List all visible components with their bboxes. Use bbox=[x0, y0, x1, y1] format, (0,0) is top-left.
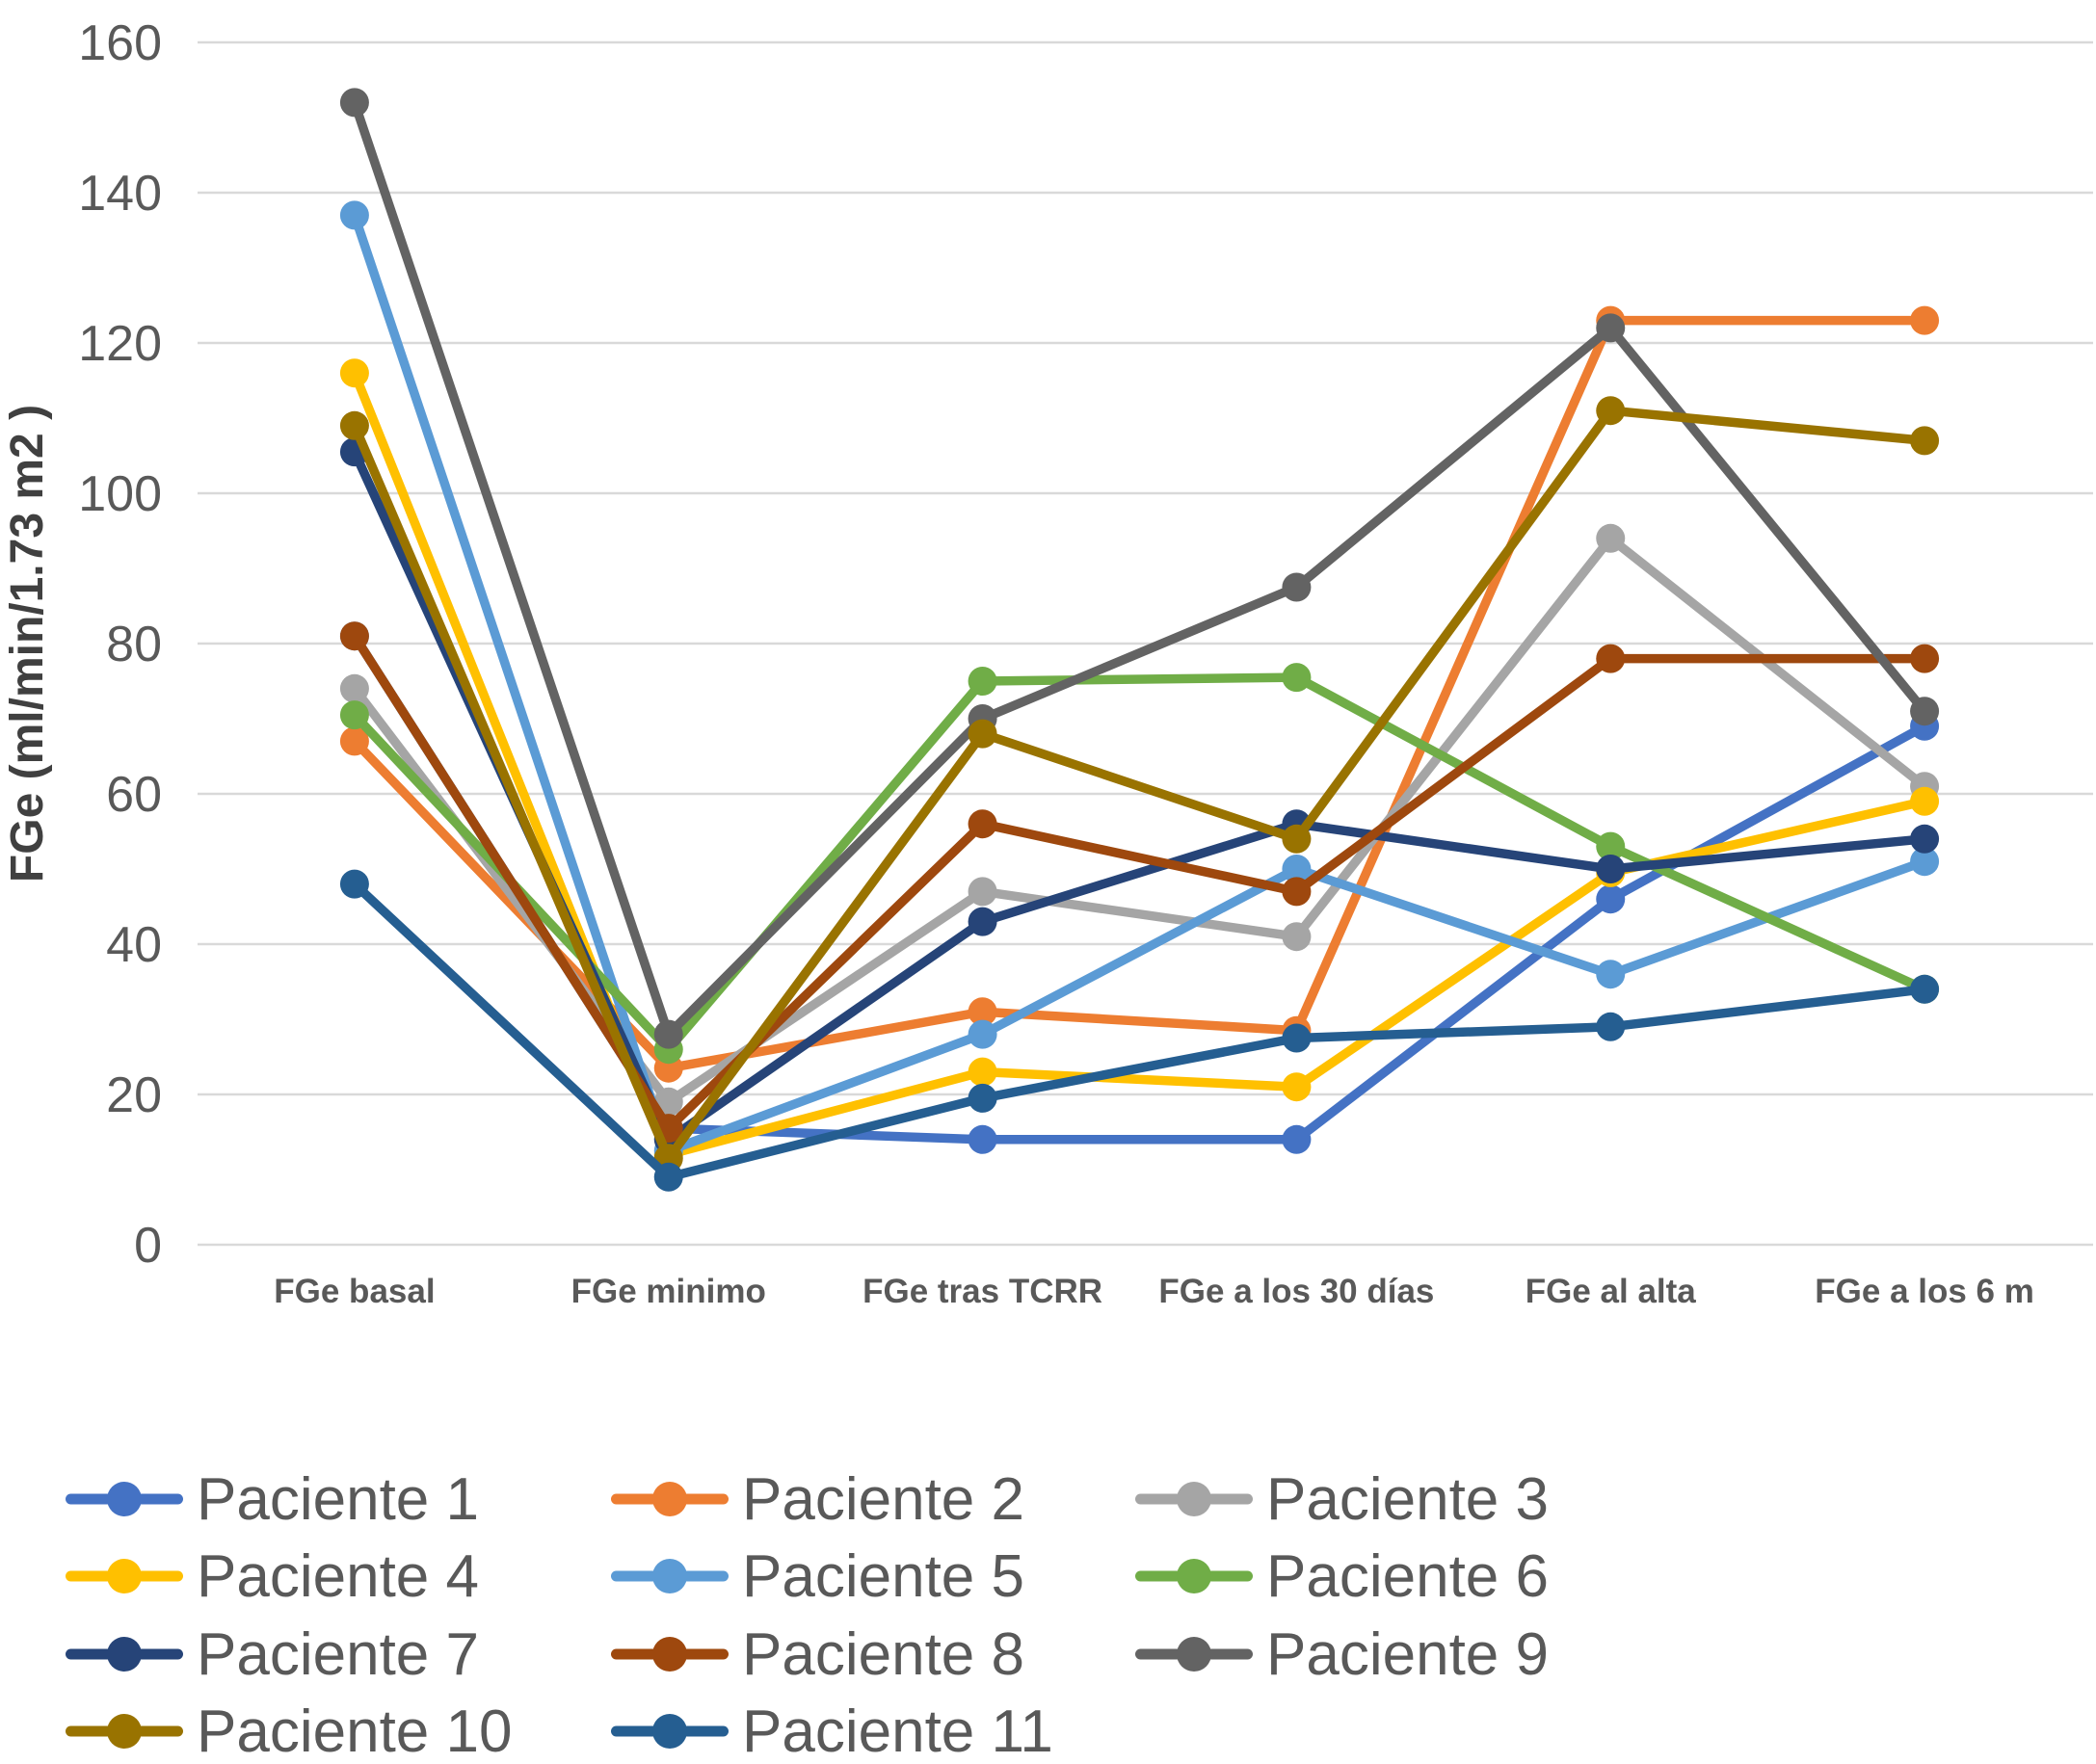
data-point-paciente-11-4 bbox=[1282, 1023, 1312, 1053]
series-line-paciente-4 bbox=[350, 368, 1929, 1160]
y-tick-label-40: 40 bbox=[106, 917, 162, 973]
series-lines bbox=[339, 88, 1940, 1192]
data-point-paciente-6-1 bbox=[339, 700, 369, 730]
data-point-paciente-7-3 bbox=[968, 907, 997, 936]
data-point-paciente-6-5 bbox=[1596, 831, 1626, 861]
data-point-paciente-7-5 bbox=[1596, 855, 1626, 883]
data-point-paciente-5-3 bbox=[968, 1019, 997, 1049]
data-point-paciente-8-3 bbox=[968, 809, 997, 839]
data-point-paciente-5-6 bbox=[1910, 847, 1940, 877]
series-line-paciente-9 bbox=[350, 97, 1929, 1040]
data-point-paciente-2-6 bbox=[1910, 305, 1940, 335]
data-point-paciente-2-3 bbox=[968, 997, 997, 1027]
data-point-paciente-8-5 bbox=[1596, 644, 1626, 673]
y-tick-label-120: 120 bbox=[78, 316, 162, 372]
series-line-paciente-11 bbox=[350, 879, 1929, 1182]
y-tick-label-140: 140 bbox=[78, 166, 162, 222]
y-tick-label-160: 160 bbox=[78, 15, 162, 71]
x-category-label-3: FGe tras TCRR bbox=[862, 1273, 1102, 1310]
data-point-paciente-11-5 bbox=[1596, 1012, 1626, 1041]
x-axis-category-labels: FGe basal FGe minimo FGe tras TCRR FGe a lo… bbox=[274, 1273, 2034, 1310]
data-point-paciente-11-2 bbox=[653, 1162, 683, 1192]
data-point-paciente-2-1 bbox=[339, 726, 369, 756]
data-point-paciente-4-4 bbox=[1282, 1072, 1312, 1102]
y-axis-tick-labels: 0 20 40 60 80 100 120 140 160 bbox=[78, 15, 162, 1274]
y-tick-label-0: 0 bbox=[134, 1218, 162, 1274]
y-tick-label-100: 100 bbox=[78, 466, 162, 522]
data-point-paciente-1-4 bbox=[1282, 1124, 1312, 1154]
x-category-label-1: FGe basal bbox=[274, 1273, 435, 1310]
x-category-label-4: FGe a los 30 días bbox=[1158, 1273, 1434, 1310]
data-point-paciente-3-3 bbox=[968, 877, 997, 907]
data-point-paciente-8-1 bbox=[339, 621, 369, 651]
data-point-paciente-9-4 bbox=[1282, 572, 1312, 602]
x-category-label-6: FGe a los 6 m bbox=[1815, 1273, 2034, 1310]
data-point-paciente-9-2 bbox=[653, 1019, 683, 1049]
data-point-paciente-9-1 bbox=[339, 88, 369, 118]
data-point-paciente-10-4 bbox=[1282, 824, 1312, 854]
y-tick-label-60: 60 bbox=[106, 767, 162, 823]
data-point-paciente-1-3 bbox=[968, 1124, 997, 1154]
data-point-paciente-5-1 bbox=[339, 200, 369, 230]
data-point-paciente-9-5 bbox=[1596, 313, 1626, 343]
series-line-paciente-10 bbox=[350, 406, 1929, 1164]
data-point-paciente-11-6 bbox=[1910, 974, 1940, 1004]
data-point-paciente-4-6 bbox=[1910, 786, 1940, 816]
data-point-paciente-10-5 bbox=[1596, 396, 1626, 426]
data-point-paciente-10-3 bbox=[968, 719, 997, 749]
data-point-paciente-7-6 bbox=[1910, 824, 1940, 854]
data-point-paciente-3-5 bbox=[1596, 523, 1626, 553]
data-point-paciente-11-1 bbox=[339, 869, 369, 899]
series-line-paciente-6 bbox=[350, 672, 1929, 1054]
data-point-paciente-6-4 bbox=[1282, 663, 1312, 693]
data-point-paciente-11-3 bbox=[968, 1083, 997, 1113]
data-point-paciente-1-5 bbox=[1596, 884, 1626, 914]
x-category-label-5: FGe al alta bbox=[1526, 1273, 1697, 1310]
data-point-paciente-4-1 bbox=[339, 358, 369, 388]
y-axis-title: FGe (ml/min/1.73 m2 ) bbox=[2, 405, 53, 882]
data-point-paciente-8-6 bbox=[1910, 644, 1940, 673]
data-point-paciente-6-3 bbox=[968, 667, 997, 696]
data-point-paciente-5-4 bbox=[1282, 855, 1312, 883]
data-point-paciente-8-4 bbox=[1282, 877, 1312, 907]
data-point-paciente-4-3 bbox=[968, 1057, 997, 1087]
data-point-paciente-3-1 bbox=[339, 673, 369, 703]
y-tick-label-80: 80 bbox=[106, 617, 162, 672]
y-tick-label-20: 20 bbox=[106, 1067, 162, 1123]
x-category-label-2: FGe minimo bbox=[571, 1273, 766, 1310]
data-point-paciente-10-6 bbox=[1910, 426, 1940, 456]
data-point-paciente-3-4 bbox=[1282, 922, 1312, 952]
data-point-paciente-5-5 bbox=[1596, 960, 1626, 989]
data-point-paciente-9-6 bbox=[1910, 697, 1940, 726]
data-point-paciente-10-1 bbox=[339, 410, 369, 440]
